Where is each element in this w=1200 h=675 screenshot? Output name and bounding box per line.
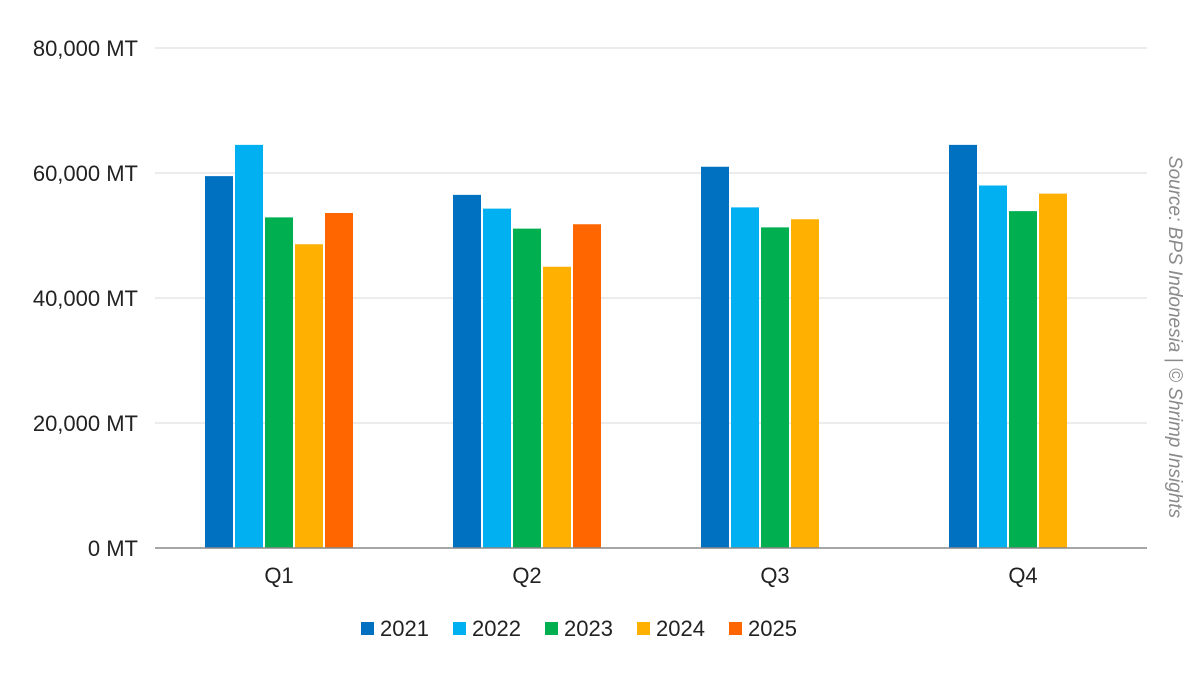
bar-q1-2024 [295, 244, 323, 548]
y-tick-label: 80,000 MT [33, 36, 138, 61]
legend-label: 2021 [380, 616, 429, 641]
bar-q2-2021 [453, 194, 481, 548]
bar-q4-2023 [1009, 211, 1037, 548]
legend-swatch [361, 622, 374, 635]
y-tick-label: 0 MT [88, 536, 138, 561]
x-category-label: Q4 [1008, 563, 1037, 588]
y-tick-label: 60,000 MT [33, 161, 138, 186]
legend: 2021 2022 2023 2024 2025 [361, 616, 797, 641]
legend-label: 2022 [472, 616, 521, 641]
bar-q1-2022 [235, 144, 263, 548]
bar-q1-2025 [325, 213, 353, 548]
bar-q3-2022 [731, 207, 759, 548]
bar-q4-2024 [1039, 193, 1067, 548]
y-tick-label: 40,000 MT [33, 286, 138, 311]
bar-q2-2025 [573, 224, 601, 548]
x-axis-categories: Q1 Q2 Q3 Q4 [264, 563, 1037, 588]
legend-label: 2025 [748, 616, 797, 641]
bar-q3-2023 [761, 227, 789, 548]
legend-swatch [637, 622, 650, 635]
x-category-label: Q1 [264, 563, 293, 588]
legend-item-2023: 2023 [545, 616, 613, 641]
x-category-label: Q2 [512, 563, 541, 588]
legend-swatch [545, 622, 558, 635]
legend-swatch [453, 622, 466, 635]
bars [205, 144, 1067, 548]
source-annotation: Source: BPS Indonesia | © Shrimp Insight… [1164, 156, 1185, 519]
legend-label: 2024 [656, 616, 705, 641]
legend-item-2025: 2025 [729, 616, 797, 641]
legend-swatch [729, 622, 742, 635]
y-axis-ticks: 0 MT 20,000 MT 40,000 MT 60,000 MT 80,000 MT [33, 36, 138, 561]
x-category-label: Q3 [760, 563, 789, 588]
bar-q1-2021 [205, 176, 233, 548]
bar-q3-2024 [791, 219, 819, 548]
bar-q2-2022 [483, 208, 511, 548]
y-tick-label: 20,000 MT [33, 411, 138, 436]
bar-q2-2023 [513, 228, 541, 548]
legend-item-2021: 2021 [361, 616, 429, 641]
bar-q4-2022 [979, 185, 1007, 548]
bar-q2-2024 [543, 266, 571, 548]
bar-q3-2021 [701, 166, 729, 548]
legend-item-2022: 2022 [453, 616, 521, 641]
legend-item-2024: 2024 [637, 616, 705, 641]
legend-label: 2023 [564, 616, 613, 641]
bar-q1-2023 [265, 217, 293, 548]
bar-q4-2021 [949, 144, 977, 548]
